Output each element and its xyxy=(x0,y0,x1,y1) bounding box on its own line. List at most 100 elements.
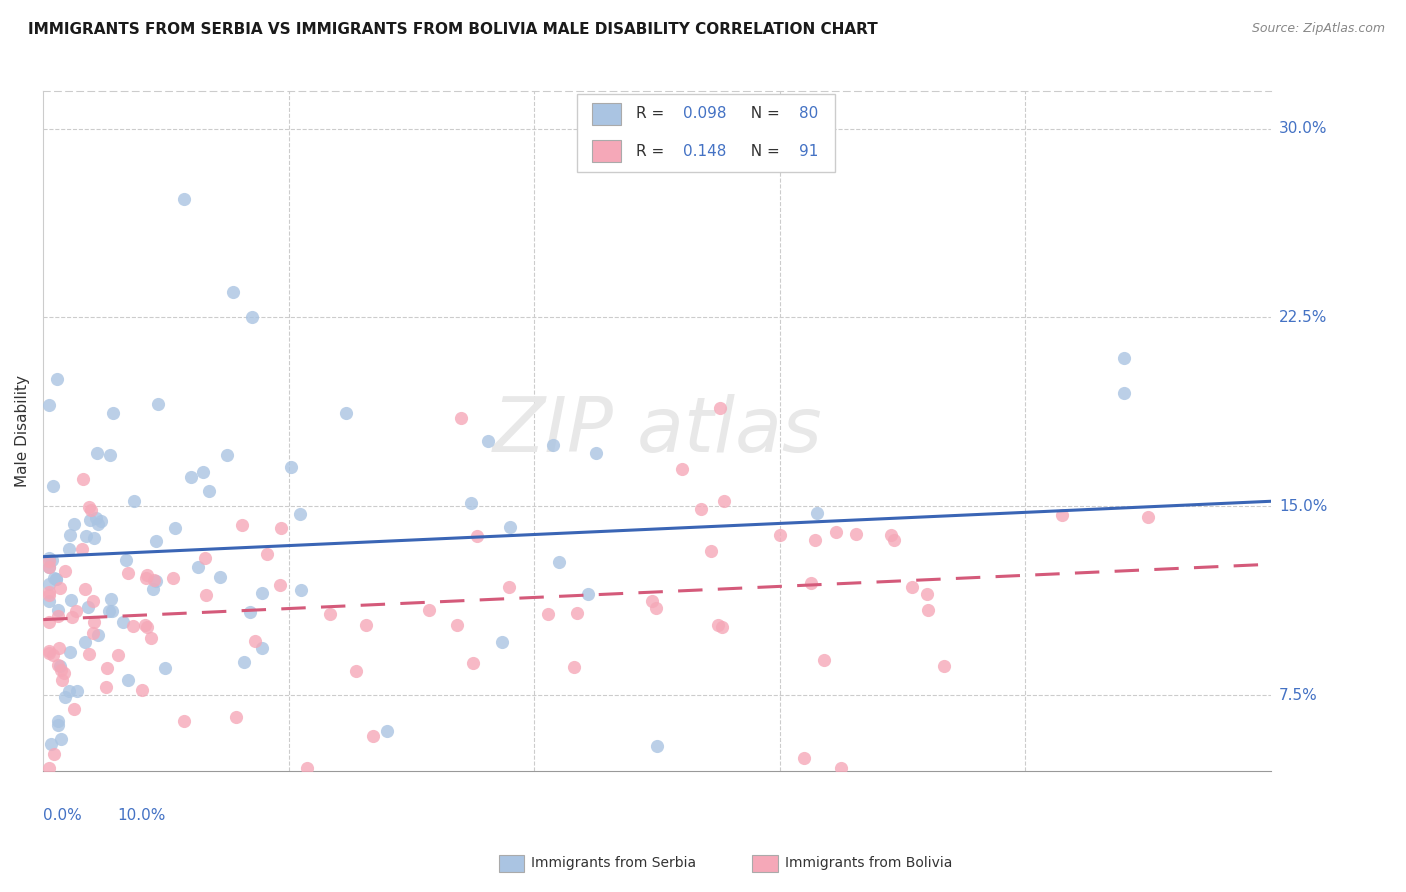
Point xyxy=(48,582,70,596)
Point xyxy=(72,472,94,486)
Point xyxy=(585,446,607,460)
Point xyxy=(641,593,664,607)
Point xyxy=(290,507,312,521)
Point xyxy=(58,683,80,698)
Point xyxy=(63,701,86,715)
Point xyxy=(565,607,588,621)
Point xyxy=(115,553,138,567)
Point xyxy=(225,709,247,723)
Point xyxy=(65,603,87,617)
Point xyxy=(142,573,165,587)
FancyBboxPatch shape xyxy=(578,95,835,172)
Point xyxy=(713,494,735,508)
Point xyxy=(1112,386,1135,401)
Point xyxy=(82,625,104,640)
Point xyxy=(217,448,239,462)
Point xyxy=(547,555,569,569)
Point xyxy=(191,465,214,479)
Point xyxy=(101,406,124,420)
Point xyxy=(562,660,585,674)
Point xyxy=(94,681,117,695)
Point xyxy=(90,514,112,528)
Point xyxy=(243,634,266,648)
Point xyxy=(707,618,730,632)
Point xyxy=(233,655,256,669)
Point xyxy=(231,517,253,532)
Point xyxy=(252,640,274,655)
Point xyxy=(38,593,60,607)
Point xyxy=(346,664,368,678)
Point xyxy=(645,739,668,753)
Point xyxy=(208,570,231,584)
Text: ZIP atlas: ZIP atlas xyxy=(492,393,823,467)
Text: 91: 91 xyxy=(800,144,818,159)
Point xyxy=(187,560,209,574)
Point xyxy=(880,528,903,542)
Point xyxy=(1050,508,1073,522)
Point xyxy=(49,731,72,746)
Point xyxy=(63,516,86,531)
Point xyxy=(361,729,384,743)
FancyBboxPatch shape xyxy=(592,140,621,162)
Point xyxy=(793,751,815,765)
Y-axis label: Male Disability: Male Disability xyxy=(15,375,30,487)
Point xyxy=(79,513,101,527)
Point xyxy=(699,543,721,558)
Point xyxy=(477,434,499,448)
Point xyxy=(131,683,153,698)
Point xyxy=(145,574,167,589)
Point xyxy=(117,673,139,687)
Point xyxy=(53,564,76,578)
Point xyxy=(806,506,828,520)
Point xyxy=(46,658,69,673)
Point xyxy=(145,533,167,548)
Point xyxy=(270,521,292,535)
Point xyxy=(39,737,62,751)
Point xyxy=(645,600,668,615)
Point xyxy=(38,615,60,630)
Point xyxy=(354,617,377,632)
Point xyxy=(250,585,273,599)
Point xyxy=(38,554,60,568)
Point xyxy=(122,619,145,633)
Point xyxy=(239,605,262,619)
Point xyxy=(42,478,65,492)
Point xyxy=(194,551,217,566)
Text: Immigrants from Bolivia: Immigrants from Bolivia xyxy=(785,856,952,871)
Point xyxy=(917,603,939,617)
Point xyxy=(295,761,318,775)
Point xyxy=(1137,510,1160,524)
Point xyxy=(1112,351,1135,366)
Point xyxy=(142,582,165,596)
Point xyxy=(932,659,955,673)
Point xyxy=(46,372,69,386)
Point xyxy=(75,529,97,543)
Text: 22.5%: 22.5% xyxy=(1279,310,1327,325)
Text: 0.0%: 0.0% xyxy=(44,808,82,823)
Point xyxy=(49,663,72,677)
Text: 80: 80 xyxy=(800,106,818,121)
Point xyxy=(450,411,472,425)
Text: R =: R = xyxy=(636,106,669,121)
Point xyxy=(38,588,60,602)
Point xyxy=(418,602,440,616)
Point xyxy=(541,437,564,451)
Point xyxy=(38,577,60,591)
Point xyxy=(46,608,69,623)
Point xyxy=(461,657,484,671)
Point xyxy=(136,620,159,634)
Point xyxy=(198,483,221,498)
Point xyxy=(58,542,80,557)
Text: 0.148: 0.148 xyxy=(683,144,727,159)
Point xyxy=(51,673,73,687)
Point xyxy=(77,500,100,514)
Point xyxy=(41,552,63,566)
Point xyxy=(48,659,70,673)
Point xyxy=(98,448,121,462)
Point xyxy=(38,761,60,775)
Point xyxy=(112,615,135,629)
Point xyxy=(813,653,835,667)
Point xyxy=(101,604,124,618)
Point xyxy=(135,571,157,585)
Point xyxy=(86,446,108,460)
